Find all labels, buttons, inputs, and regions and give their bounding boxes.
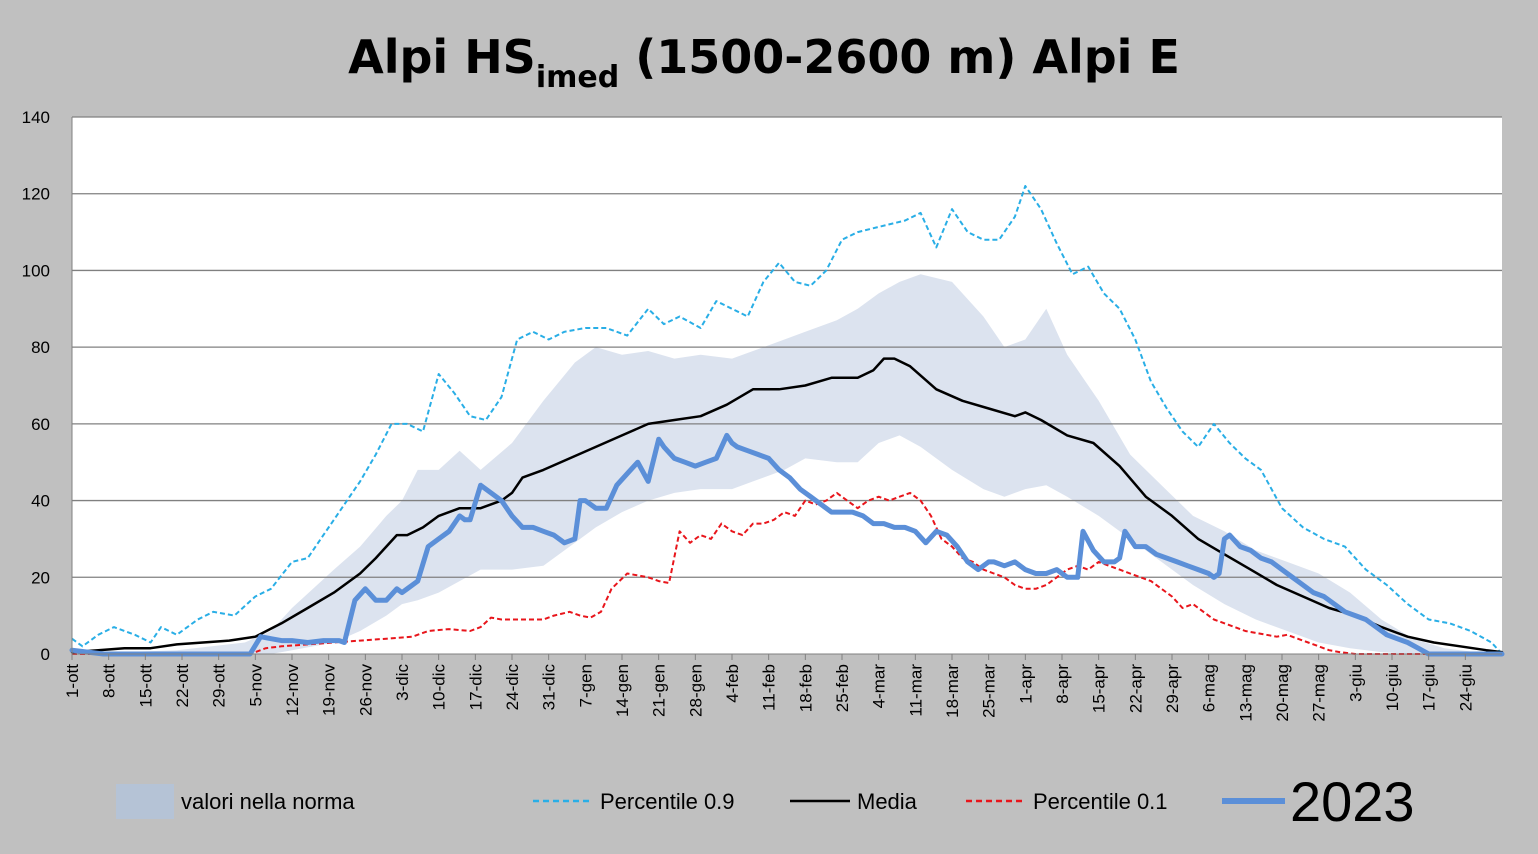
x-tick-label: 12-nov xyxy=(283,664,302,716)
x-tick-label: 28-gen xyxy=(686,664,705,717)
y-tick-label: 80 xyxy=(31,338,50,357)
legend-label-p90: Percentile 0.9 xyxy=(600,789,735,814)
x-tick-label: 22-ott xyxy=(173,664,192,708)
legend-swatch-band xyxy=(116,784,174,819)
x-tick-label: 11-mar xyxy=(906,664,925,717)
x-tick-label: 19-nov xyxy=(320,664,339,716)
x-tick-label: 22-apr xyxy=(1126,664,1145,713)
x-tick-label: 18-feb xyxy=(796,664,815,712)
x-tick-label: 24-giu xyxy=(1456,664,1475,711)
chart-title: Alpi HSimed (1500-2600 m) Alpi E xyxy=(348,30,1180,95)
percentile-90-line xyxy=(71,185,1503,655)
media-line xyxy=(70,357,1504,654)
x-tick-label: 3-dic xyxy=(393,664,412,701)
x-tick-label: 29-ott xyxy=(210,664,229,708)
x-tick-label: 31-dic xyxy=(540,664,559,711)
x-tick-label: 15-apr xyxy=(1090,664,1109,713)
legend-label-p10: Percentile 0.1 xyxy=(1033,789,1168,814)
y-tick-label: 60 xyxy=(31,415,50,434)
x-tick-label: 25-mar xyxy=(980,664,999,718)
x-tick-label: 1-apr xyxy=(1016,664,1035,704)
y-tick-label: 40 xyxy=(31,492,50,511)
x-tick-label: 18-mar xyxy=(943,664,962,718)
x-tick-label: 8-apr xyxy=(1053,664,1072,704)
x-tick-label: 15-ott xyxy=(136,664,155,708)
x-tick-label: 20-mag xyxy=(1273,664,1292,722)
x-tick-label: 13-mag xyxy=(1236,664,1255,722)
legend: valori nella norma Percentile 0.9 Media … xyxy=(116,770,1415,833)
legend-label-2023: 2023 xyxy=(1290,770,1415,833)
y-tick-label: 20 xyxy=(31,568,50,587)
normal-range-band xyxy=(72,274,1502,654)
x-tick-label: 24-dic xyxy=(503,664,522,711)
x-tick-label: 17-giu xyxy=(1420,664,1439,711)
x-tick-label: 6-mag xyxy=(1200,664,1219,712)
x-tick-label: 25-feb xyxy=(833,664,852,712)
chart-title-subscript: imed xyxy=(536,60,619,95)
x-tick-label: 11-feb xyxy=(760,664,779,711)
y-tick-label: 0 xyxy=(41,645,50,664)
x-tick-label: 29-apr xyxy=(1163,664,1182,713)
x-tick-label: 4-mar xyxy=(870,664,889,709)
x-tick-label: 3-giu xyxy=(1346,664,1365,702)
legend-label-band: valori nella norma xyxy=(181,789,355,814)
y-tick-label: 120 xyxy=(22,185,50,204)
x-tick-label: 8-ott xyxy=(100,664,119,698)
percentile-10-line xyxy=(72,491,1502,655)
x-tick-label: 21-gen xyxy=(650,664,669,717)
x-tick-label: 7-gen xyxy=(576,664,595,707)
y-tick-label: 140 xyxy=(22,108,50,127)
x-tick-label: 14-gen xyxy=(613,664,632,717)
legend-label-media: Media xyxy=(857,789,918,814)
x-tick-label: 10-giu xyxy=(1383,664,1402,711)
x-tick-label: 5-nov xyxy=(246,664,265,707)
x-tick-label: 26-nov xyxy=(356,664,375,716)
x-tick-label: 10-dic xyxy=(430,664,449,711)
y-tick-label: 100 xyxy=(22,261,50,280)
x-tick-label: 27-mag xyxy=(1310,664,1329,722)
series-2023-line xyxy=(69,432,1505,657)
x-tick-label: 1-ott xyxy=(63,664,82,698)
x-tick-label: 17-dic xyxy=(466,664,485,711)
chart-title-suffix: (1500-2600 m) Alpi E xyxy=(619,30,1180,84)
x-tick-label: 4-feb xyxy=(723,664,742,703)
